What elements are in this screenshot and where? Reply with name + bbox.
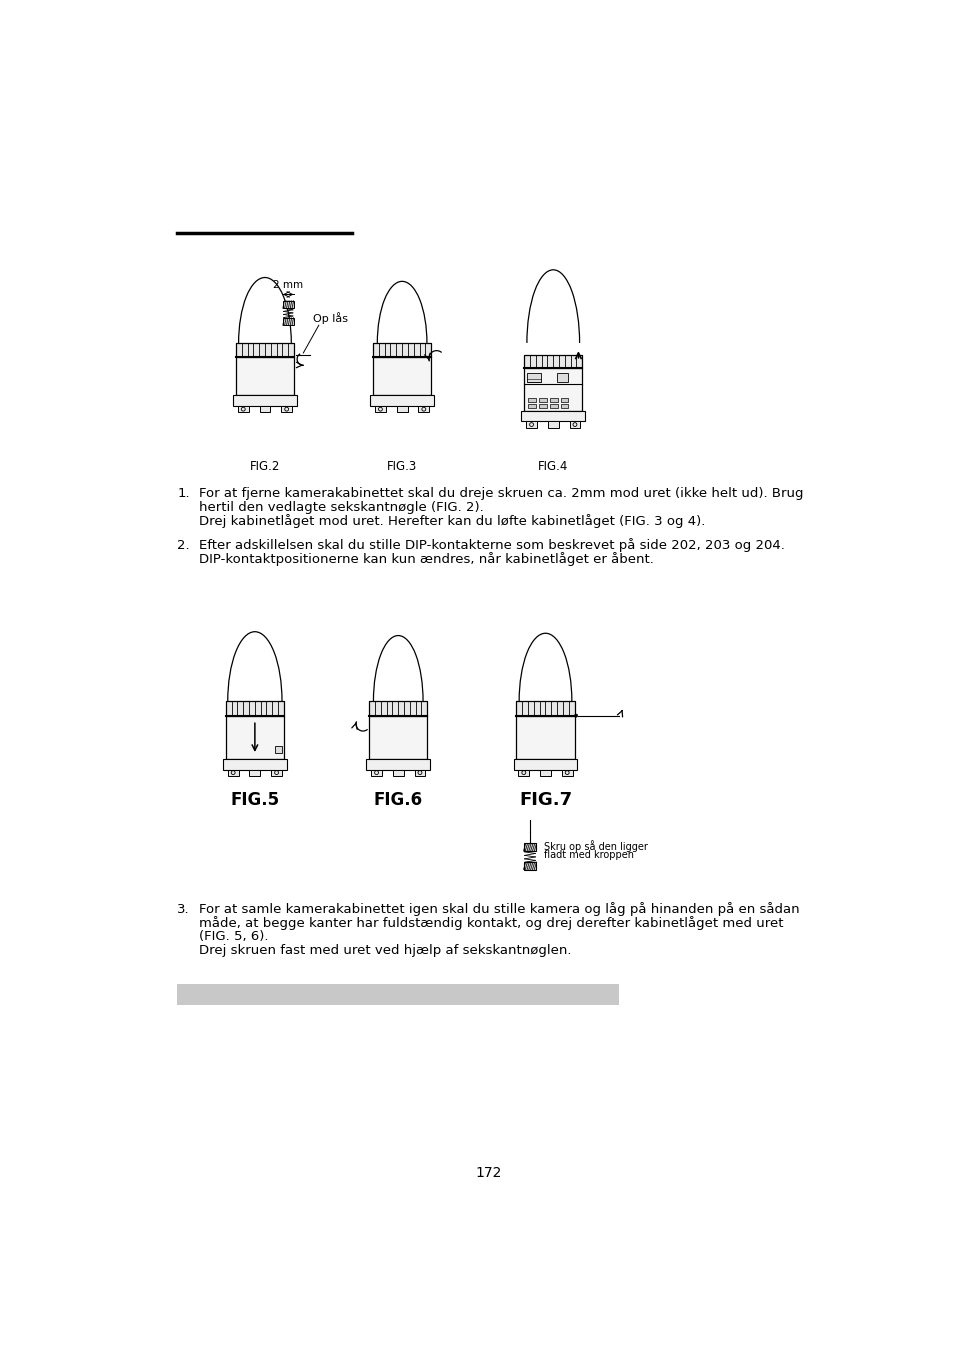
Bar	[516, 701, 574, 717]
Bar	[177, 984, 618, 1006]
Bar	[560, 404, 568, 409]
Bar	[557, 373, 567, 382]
Text: Efter adskillelsen skal du stille DIP-kontakterne som beskrevet på side 202, 203: Efter adskillelsen skal du stille DIP-ko…	[199, 539, 784, 552]
Bar	[418, 406, 429, 412]
Bar	[237, 406, 249, 412]
Bar	[249, 769, 260, 776]
Bar	[373, 356, 431, 396]
Bar	[228, 769, 238, 776]
Bar	[527, 373, 540, 382]
Text: FIG.3: FIG.3	[387, 460, 416, 472]
Text: FIG.7: FIG.7	[518, 791, 572, 809]
Circle shape	[574, 714, 578, 717]
Text: FIG.2: FIG.2	[250, 460, 280, 472]
Bar	[235, 343, 294, 356]
Bar	[366, 759, 430, 769]
Bar	[528, 404, 536, 409]
Bar	[521, 410, 584, 421]
Text: måde, at begge kanter har fuldstændig kontakt, og drej derefter kabinetlåget med: måde, at begge kanter har fuldstændig ko…	[199, 915, 782, 930]
Text: hertil den vedlagte sekskantnøgle (FIG. 2).: hertil den vedlagte sekskantnøgle (FIG. …	[199, 501, 483, 514]
Text: DIP-kontaktpositionerne kan kun ændres, når kabinetlåget er åbent.: DIP-kontaktpositionerne kan kun ændres, …	[199, 552, 653, 566]
Bar	[513, 759, 577, 769]
Bar	[369, 717, 427, 759]
Bar	[549, 404, 557, 409]
Bar	[517, 769, 529, 776]
Bar	[523, 355, 581, 369]
Bar	[561, 769, 572, 776]
Text: 2.: 2.	[177, 539, 190, 552]
Bar	[547, 421, 558, 428]
Text: Op lås: Op lås	[313, 312, 347, 324]
Text: Skru op så den ligger: Skru op så den ligger	[543, 840, 647, 852]
Bar	[226, 717, 284, 759]
Bar	[525, 421, 537, 428]
Bar	[538, 398, 546, 402]
Bar	[528, 398, 536, 402]
Bar	[538, 404, 546, 409]
Text: 172: 172	[476, 1166, 501, 1180]
Text: Drej kabinetlåget mod uret. Herefter kan du løfte kabinetlåget (FIG. 3 og 4).: Drej kabinetlåget mod uret. Herefter kan…	[199, 514, 704, 528]
Bar	[369, 701, 427, 717]
Bar	[523, 861, 536, 869]
Bar	[375, 406, 385, 412]
Bar	[223, 759, 286, 769]
Bar	[274, 747, 282, 752]
Bar	[523, 369, 581, 410]
Bar	[233, 396, 296, 406]
Text: Drej skruen fast med uret ved hjælp af sekskantnøglen.: Drej skruen fast med uret ved hjælp af s…	[199, 945, 571, 957]
Text: 3.: 3.	[177, 903, 190, 915]
Bar	[393, 769, 403, 776]
Bar	[282, 301, 294, 308]
Bar	[560, 398, 568, 402]
Text: 2 mm: 2 mm	[273, 279, 303, 290]
Text: For at fjerne kamerakabinettet skal du dreje skruen ca. 2mm mod uret (ikke helt : For at fjerne kamerakabinettet skal du d…	[199, 487, 802, 500]
Bar	[415, 769, 425, 776]
Bar	[271, 769, 282, 776]
Bar	[539, 769, 550, 776]
Bar	[259, 406, 270, 412]
Text: (FIG. 5, 6).: (FIG. 5, 6).	[199, 930, 269, 944]
Bar	[516, 717, 574, 759]
Bar	[373, 343, 431, 356]
Text: 1.: 1.	[177, 487, 190, 500]
Bar	[523, 844, 536, 850]
Bar	[370, 396, 434, 406]
Bar	[371, 769, 381, 776]
Bar	[281, 406, 292, 412]
Text: FIG.4: FIG.4	[537, 460, 568, 472]
Text: fladt med kroppen: fladt med kroppen	[543, 850, 634, 860]
Bar	[569, 421, 579, 428]
Bar	[282, 317, 294, 325]
Bar	[396, 406, 407, 412]
Text: For at samle kamerakabinettet igen skal du stille kamera og låg på hinanden på e: For at samle kamerakabinettet igen skal …	[199, 902, 799, 915]
Bar	[235, 356, 294, 396]
Bar	[549, 398, 557, 402]
Text: FIG.5: FIG.5	[230, 791, 279, 809]
Text: FIG.6: FIG.6	[374, 791, 422, 809]
Bar	[226, 701, 284, 717]
